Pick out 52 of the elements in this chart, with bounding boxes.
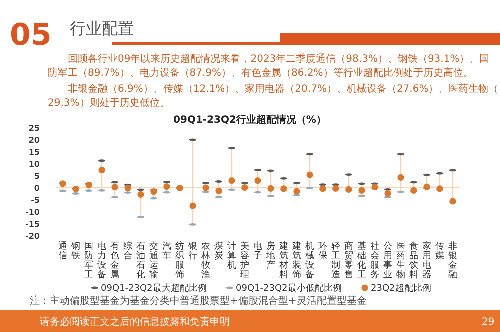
x-tick-label: 石油石化 bbox=[136, 242, 146, 280]
y-tick-label: 0 bbox=[34, 184, 40, 193]
text: 注：主动偏股型基金为基金分类中普通股票型+偏股混合型+灵活配置型基金 bbox=[30, 295, 367, 307]
x-tick-label: 交通运输 bbox=[150, 241, 158, 280]
chart-title: 09Q1-23Q2行业超配情况（%） bbox=[174, 114, 326, 126]
x-tick-label: 环保 bbox=[318, 242, 328, 262]
y-tick-label: 5 bbox=[34, 172, 40, 181]
x-tick-label: 商贸零售 bbox=[344, 241, 354, 280]
x-tick-label: 银行 bbox=[188, 241, 198, 262]
x-tick-label: 煤炭 bbox=[214, 241, 224, 262]
x-tick-label: 轻工制造 bbox=[332, 241, 340, 280]
y-tick-label: -15 bbox=[26, 220, 40, 229]
x-tick-label: 有色金属 bbox=[110, 241, 120, 280]
x-tick-label: 美容护理 bbox=[240, 241, 250, 280]
x-tick-label: 房地产 bbox=[266, 241, 276, 271]
x-tick-label: 家用电器 bbox=[422, 241, 432, 280]
y-tick-label: -10 bbox=[26, 208, 40, 217]
y-tick-label: -5 bbox=[31, 196, 40, 205]
x-tick-label: 基础化工 bbox=[356, 241, 366, 280]
text: 29 bbox=[482, 317, 495, 328]
x-tick-label: 医药生物 bbox=[396, 241, 406, 280]
x-tick-label: 公用事业 bbox=[384, 241, 392, 280]
x-tick-label: 纺织服饰 bbox=[174, 241, 184, 280]
y-tick-label: 10 bbox=[28, 160, 40, 169]
legend-label: 09Q1-23Q2最小低配比例 bbox=[236, 283, 342, 294]
x-tick-label: 食品饮料 bbox=[408, 241, 418, 280]
legend-label: 23Q2超配比例 bbox=[371, 283, 432, 294]
x-tick-label: 电力设备 bbox=[98, 241, 106, 280]
x-tick-label: 钢铁 bbox=[70, 241, 80, 262]
x-tick-label: 农林牧渔 bbox=[200, 241, 210, 280]
y-tick-label: -20 bbox=[26, 232, 40, 241]
x-tick-label: 建筑装饰 bbox=[292, 241, 302, 280]
x-tick-label: 国防军工 bbox=[84, 242, 94, 280]
text: 回顾各行业09年以来历史超配情况来看，2023年二季度通信（98.3%）、钢铁（93.1%）、国防军工（89.7%）、电力设备（87.9%）、有色金属（86.2%）等行业超配比例处于历史高位。 bbox=[48, 53, 490, 79]
text: 非银金融（6.9%）、传媒（12.1%）、家用电器（20.7%）、机械设备（27.6%）、医药生物（29.3%）则处于历史低位。 bbox=[48, 83, 499, 109]
text: 05 bbox=[10, 18, 52, 53]
text: 请务必阅读正文之后的信息披露和免责申明 bbox=[40, 316, 230, 328]
x-tick-label: 社会服务 bbox=[370, 241, 380, 280]
x-tick-label: 机械设备 bbox=[306, 241, 314, 280]
x-tick-label: 传媒 bbox=[436, 241, 444, 262]
y-tick-label: 25 bbox=[28, 124, 40, 133]
y-tick-label: 15 bbox=[28, 148, 40, 157]
y-tick-label: 20 bbox=[28, 136, 40, 145]
x-tick-label: 电子 bbox=[254, 241, 262, 262]
legend-label: 09Q1-23Q2最大超配比例 bbox=[101, 283, 207, 294]
x-tick-label: 建筑材料 bbox=[278, 241, 288, 280]
x-tick-label: 汽车 bbox=[162, 241, 172, 262]
text: 行业配置 bbox=[70, 19, 134, 38]
x-tick-label: 计算机 bbox=[228, 241, 236, 271]
x-tick-label: 综合 bbox=[124, 241, 132, 262]
x-tick-label: 非银金融 bbox=[448, 241, 458, 280]
x-tick-label: 通信 bbox=[58, 241, 68, 262]
